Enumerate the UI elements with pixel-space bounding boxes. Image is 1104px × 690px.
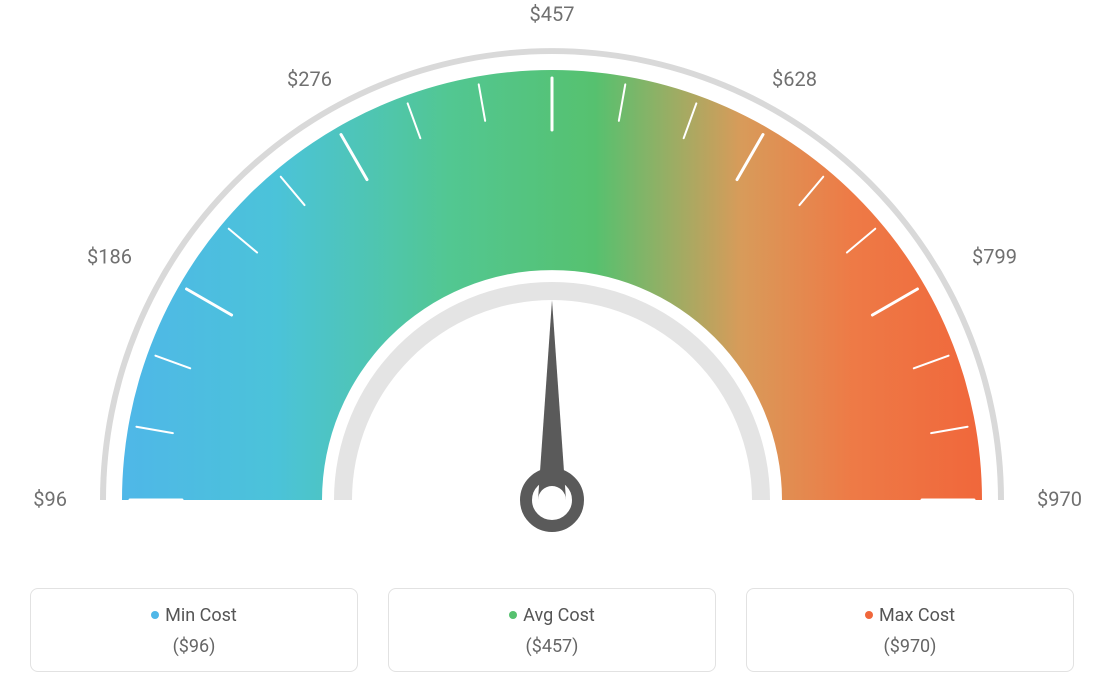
legend-label-max: Max Cost (879, 605, 955, 626)
svg-text:$799: $799 (972, 245, 1017, 269)
gauge-chart: $96 $186 $276 $457 $628 $799 $970 (0, 0, 1104, 560)
legend-dot-max (865, 611, 873, 619)
svg-text:$970: $970 (1037, 487, 1082, 511)
svg-text:$628: $628 (772, 67, 817, 91)
svg-text:$457: $457 (530, 2, 575, 26)
legend-value-max: ($970) (757, 636, 1063, 657)
legend-title-min: Min Cost (41, 605, 347, 626)
svg-text:$276: $276 (287, 67, 332, 91)
legend-title-max: Max Cost (757, 605, 1063, 626)
legend-card-avg: Avg Cost ($457) (388, 588, 716, 672)
gauge-svg: $96 $186 $276 $457 $628 $799 $970 (0, 0, 1104, 560)
legend-card-min: Min Cost ($96) (30, 588, 358, 672)
svg-text:$186: $186 (87, 245, 132, 269)
legend-dot-min (151, 611, 159, 619)
svg-text:$96: $96 (33, 487, 67, 511)
legend-value-min: ($96) (41, 636, 347, 657)
legend-row: Min Cost ($96) Avg Cost ($457) Max Cost … (0, 588, 1104, 672)
legend-label-avg: Avg Cost (523, 605, 595, 626)
legend-dot-avg (509, 611, 517, 619)
legend-card-max: Max Cost ($970) (746, 588, 1074, 672)
legend-value-avg: ($457) (399, 636, 705, 657)
legend-title-avg: Avg Cost (399, 605, 705, 626)
legend-label-min: Min Cost (165, 605, 237, 626)
